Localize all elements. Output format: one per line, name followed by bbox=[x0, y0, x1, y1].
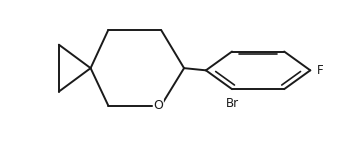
Text: O: O bbox=[153, 99, 163, 112]
Text: F: F bbox=[316, 64, 323, 77]
Text: Br: Br bbox=[225, 97, 239, 110]
